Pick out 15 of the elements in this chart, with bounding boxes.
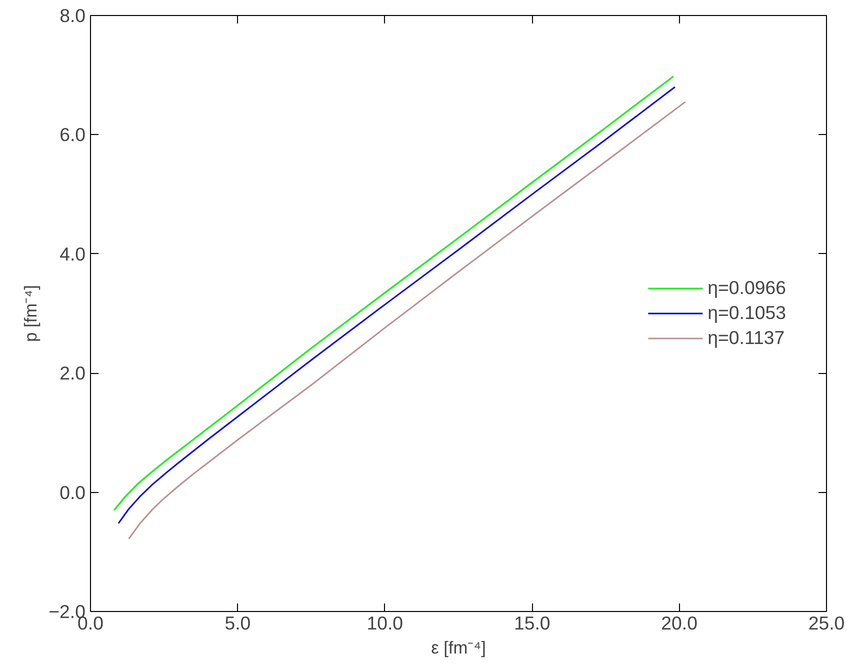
y-tick-label: 4.0 [60, 243, 86, 264]
legend-label: η=0.1053 [708, 302, 786, 324]
y-tick-label: 8.0 [60, 5, 86, 26]
y-axis-title: p [fm⁻⁴] [20, 285, 41, 342]
y-tick-label: 6.0 [60, 124, 86, 146]
x-tick-label: 20.0 [661, 612, 698, 634]
y-tick-label: 2.0 [60, 362, 86, 384]
x-tick-label: 5.0 [224, 612, 251, 634]
legend-label: η=0.0966 [708, 277, 786, 299]
x-tick-label: 15.0 [514, 612, 550, 634]
y-tick-label: 0.0 [60, 482, 86, 503]
x-tick-label: 10.0 [366, 612, 404, 634]
legend-label: η=0.1137 [708, 327, 785, 349]
x-axis-title: ε [fm⁻⁴] [431, 638, 486, 658]
x-tick-label: 25.0 [808, 612, 845, 634]
